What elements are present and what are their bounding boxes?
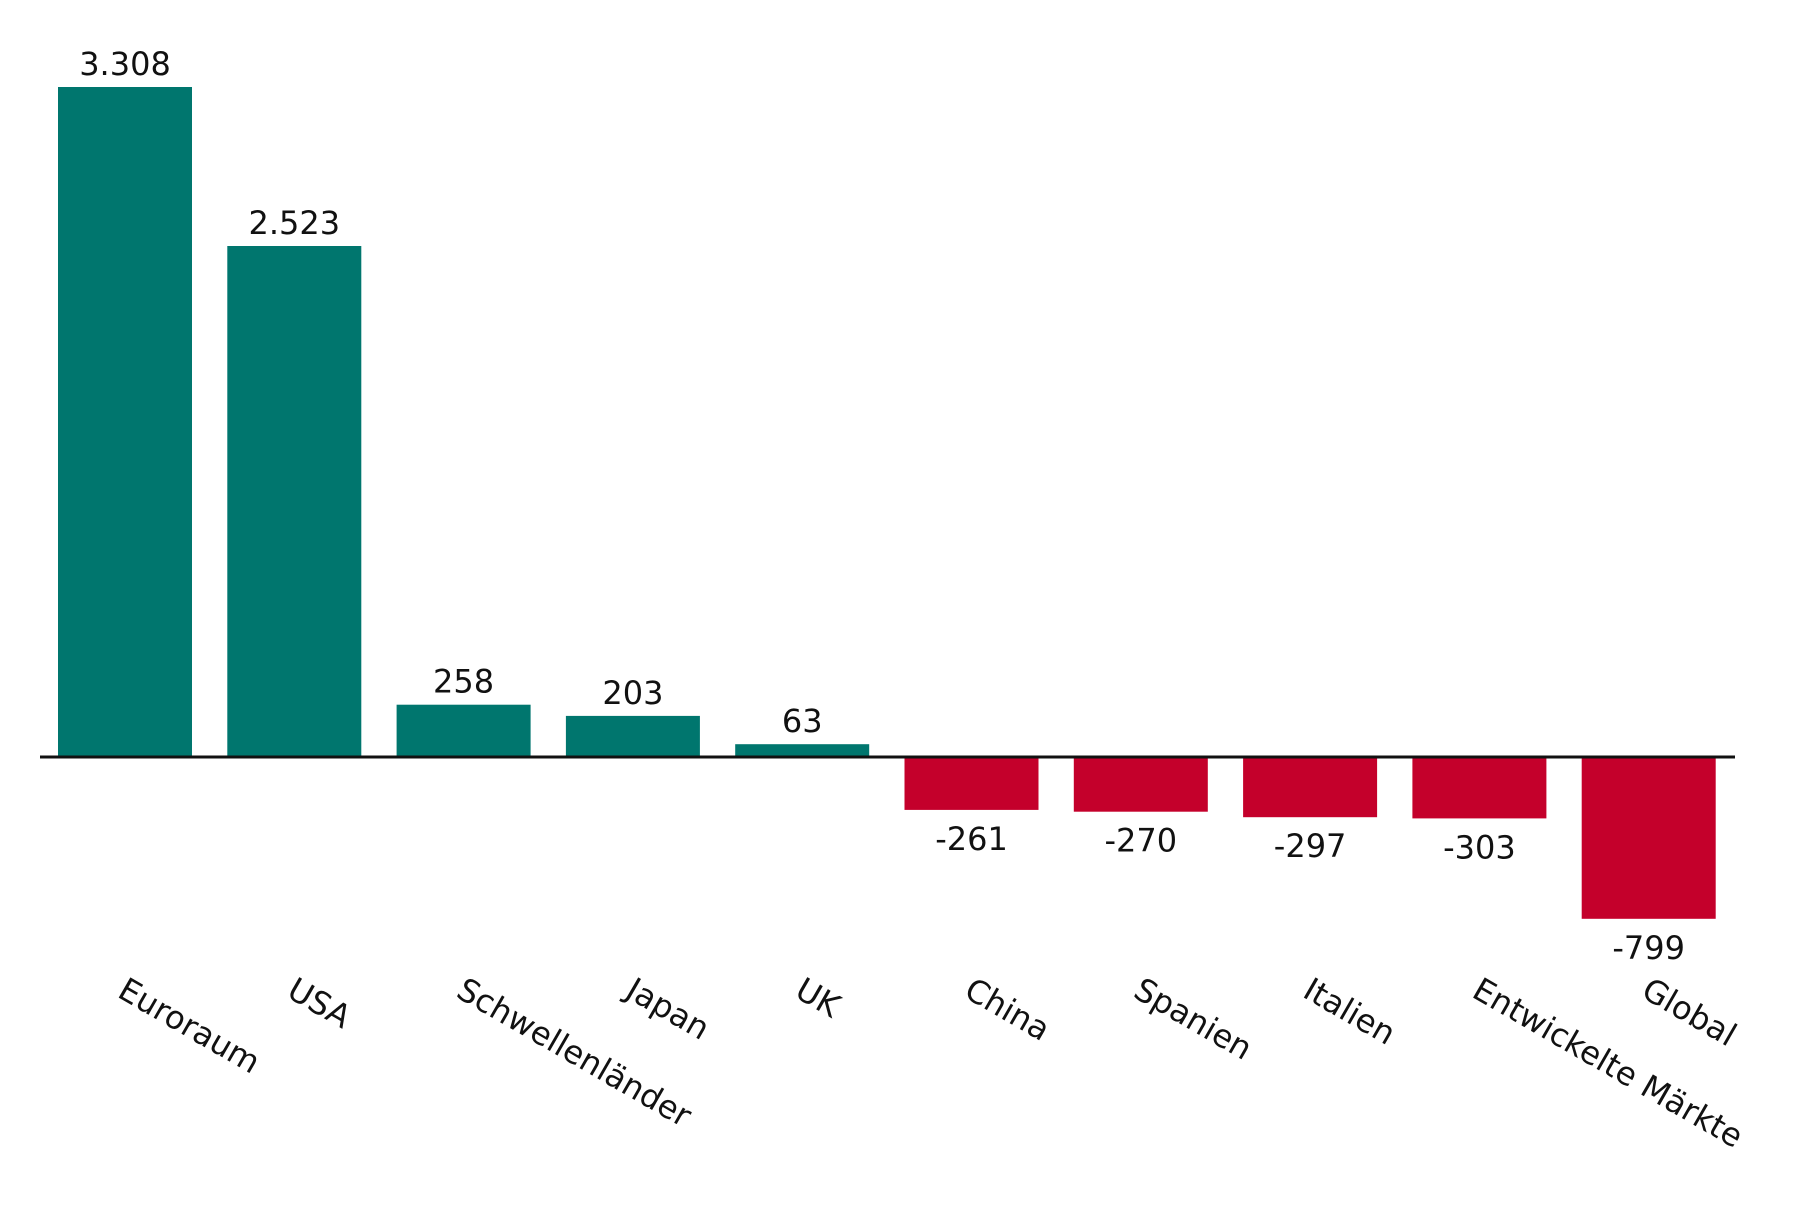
bars-group <box>58 87 1716 919</box>
value-label-euroraum: 3.308 <box>79 45 171 83</box>
value-label-usa: 2.523 <box>248 204 340 242</box>
bar-china <box>904 757 1039 810</box>
category-label-china: China <box>959 970 1057 1049</box>
bar-euroraum <box>58 87 192 757</box>
value-label-china: -261 <box>935 820 1008 858</box>
bar-italien <box>1243 757 1378 818</box>
category-label-usa: USA <box>281 970 357 1036</box>
category-label-italien: Italien <box>1297 970 1402 1053</box>
value-label-italien: -297 <box>1274 827 1347 865</box>
bar-uk <box>735 744 870 757</box>
bar-spanien <box>1073 757 1208 812</box>
value-label-schwellenlaender: 258 <box>433 663 494 701</box>
bar-usa <box>227 246 362 757</box>
category-label-uk: UK <box>789 970 847 1026</box>
value-labels-group: 3.308 2.523 258 203 63 -261 -270 -297 -303 -799 <box>79 45 1685 967</box>
bar-schwellenlaender <box>396 704 531 757</box>
value-label-entwickelte-maerkte: -303 <box>1443 828 1516 866</box>
category-label-euroraum: Euroraum <box>112 970 267 1081</box>
bar-japan <box>565 715 700 757</box>
category-label-global: Global <box>1636 970 1743 1054</box>
bar-global <box>1581 757 1716 919</box>
value-label-uk: 63 <box>782 702 823 740</box>
category-label-spanien: Spanien <box>1128 970 1259 1068</box>
value-label-japan: 203 <box>602 674 663 712</box>
value-label-global: -799 <box>1612 929 1685 967</box>
category-label-japan: Japan <box>618 969 716 1048</box>
category-label-entwickelte-maerkte: Entwickelte Märkte <box>1466 970 1749 1156</box>
value-label-spanien: -270 <box>1104 822 1177 860</box>
bar-entwickelte-maerkte <box>1412 757 1547 819</box>
